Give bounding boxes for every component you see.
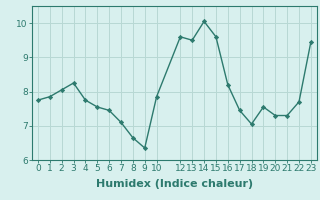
X-axis label: Humidex (Indice chaleur): Humidex (Indice chaleur)	[96, 179, 253, 189]
